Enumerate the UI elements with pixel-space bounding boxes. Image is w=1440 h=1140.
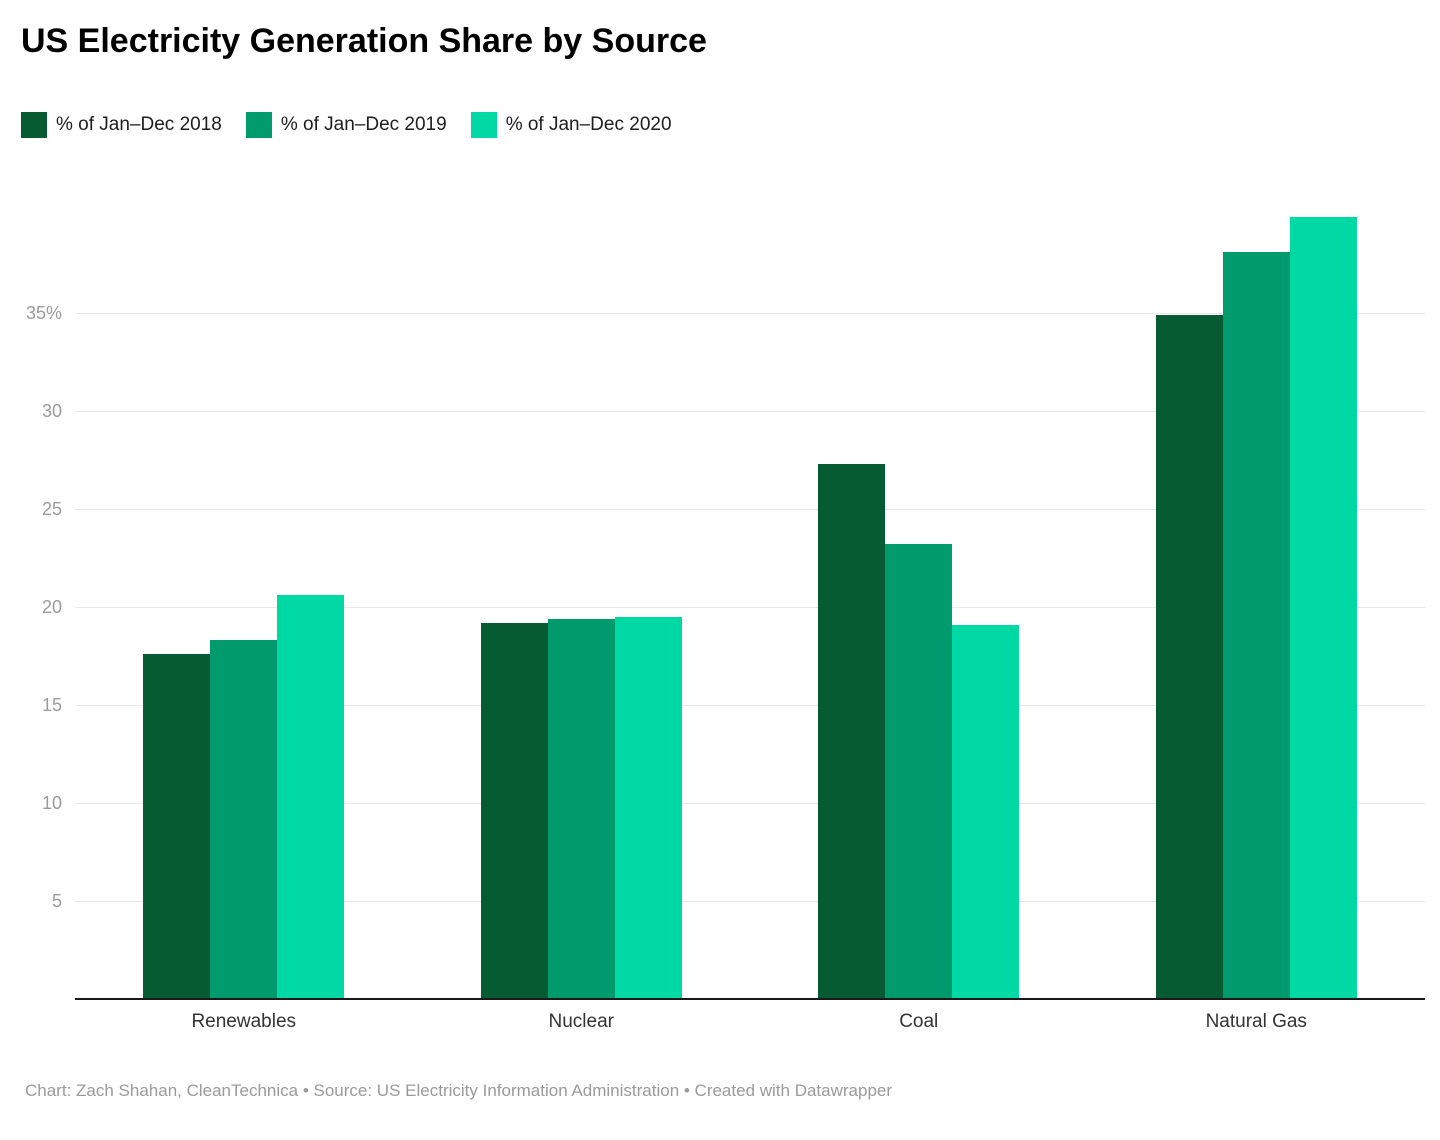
bar-renewables-2019: [210, 640, 278, 999]
bar-renewables-2018: [143, 654, 211, 999]
bar-coal-2020: [952, 624, 1020, 999]
chart-title: US Electricity Generation Share by Sourc…: [21, 22, 707, 60]
gridline-5: [75, 901, 1425, 902]
x-axis-category-label: Natural Gas: [1205, 1011, 1307, 1032]
y-axis-tick-label: 30: [41, 401, 62, 421]
gridline-10: [75, 803, 1425, 804]
bar-nuclear-2019: [547, 618, 615, 999]
legend-swatch-2018-icon: [21, 112, 47, 138]
legend-label-2019: % of Jan–Dec 2019: [280, 114, 447, 135]
bar-renewables-2020: [277, 595, 345, 999]
legend-label-2020: % of Jan–Dec 2020: [505, 114, 672, 135]
bar-nuclear-2018: [480, 622, 548, 999]
y-axis-tick-label: 25: [41, 499, 62, 519]
legend-item-2018: % of Jan–Dec 2018: [21, 112, 222, 138]
bar-natural-gas-2018: [1155, 314, 1223, 999]
gridline-15: [75, 705, 1425, 706]
chart-footer: Chart: Zach Shahan, CleanTechnica • Sour…: [25, 1081, 893, 1100]
x-axis-category-label: Renewables: [191, 1011, 297, 1032]
x-axis-line: [75, 998, 1425, 1000]
legend-item-2020: % of Jan–Dec 2020: [470, 112, 672, 138]
legend: % of Jan–Dec 2018 % of Jan–Dec 2019 % of…: [21, 112, 696, 138]
y-axis-tick-label: 5: [51, 891, 62, 911]
legend-swatch-2019-icon: [245, 112, 272, 138]
y-axis-tick-label: 35%: [25, 303, 62, 323]
legend-label-2018: % of Jan–Dec 2018: [56, 114, 222, 135]
legend-item-2019: % of Jan–Dec 2019: [245, 112, 447, 138]
y-axis-tick-label: 20: [41, 597, 62, 617]
bar-coal-2019: [885, 544, 953, 999]
bar-nuclear-2020: [614, 616, 682, 999]
gridline-20: [75, 607, 1425, 608]
y-axis-tick-label: 15: [41, 695, 62, 715]
x-axis-category-label: Nuclear: [548, 1011, 614, 1032]
gridline-25: [75, 509, 1425, 510]
x-axis-category-label: Coal: [899, 1011, 939, 1032]
bar-coal-2018: [818, 463, 886, 999]
bar-natural-gas-2020: [1289, 216, 1357, 999]
bar-natural-gas-2019: [1222, 252, 1290, 999]
gridline-30: [75, 411, 1425, 412]
y-axis-tick-label: 10: [41, 793, 62, 813]
legend-swatch-2020-icon: [470, 112, 497, 138]
gridline-35: [75, 313, 1425, 314]
